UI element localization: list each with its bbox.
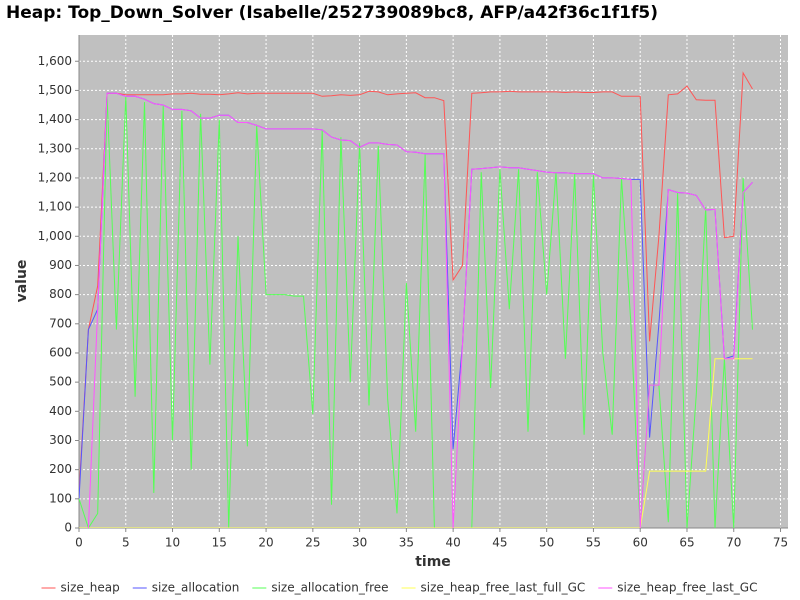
legend-label: size_heap_free_last_full_GC — [421, 581, 586, 595]
y-tick-label: 600 — [49, 345, 72, 359]
x-tick-label: 50 — [539, 536, 554, 550]
x-tick-label: 60 — [633, 536, 648, 550]
chart-title: Heap: Top_Down_Solver (Isabelle/25273908… — [6, 3, 658, 23]
plot-area — [79, 35, 788, 528]
y-tick-label: 900 — [49, 258, 72, 272]
legend-label: size_heap_free_last_GC — [617, 581, 757, 595]
legend: size_heap size_allocation size_allocation_… — [41, 581, 757, 595]
x-tick-label: 55 — [586, 536, 601, 550]
legend-label: size_allocation — [152, 581, 240, 595]
y-tick-label: 1,300 — [38, 141, 72, 155]
x-tick-label: 15 — [212, 536, 227, 550]
x-tick-label: 10 — [165, 536, 180, 550]
y-tick-label: 700 — [49, 316, 72, 330]
y-tick-label: 1,600 — [38, 54, 72, 68]
x-tick-label: 65 — [679, 536, 694, 550]
y-tick-label: 800 — [49, 287, 72, 301]
series-line — [79, 96, 753, 528]
x-tick-label: 5 — [122, 536, 130, 550]
y-tick-label: 0 — [64, 521, 72, 535]
series-line — [87, 92, 753, 528]
x-tick-label: 75 — [773, 536, 788, 550]
y-axis-label: value — [14, 260, 30, 303]
x-tick-label: 70 — [726, 536, 741, 550]
x-tick-label: 40 — [446, 536, 461, 550]
x-tick-label: 0 — [75, 536, 83, 550]
x-tick-label: 30 — [352, 536, 367, 550]
x-axis-label: time — [415, 554, 451, 570]
y-tick-label: 400 — [49, 404, 72, 418]
legend-label: size_allocation_free — [271, 581, 388, 595]
x-tick-label: 25 — [305, 536, 320, 550]
y-tick-label: 1,200 — [38, 170, 72, 184]
y-tick-label: 1,500 — [38, 83, 72, 97]
y-tick-label: 1,400 — [38, 112, 72, 126]
series-line — [79, 71, 753, 494]
y-tick-label: 200 — [49, 462, 72, 476]
y-tick-label: 1,100 — [38, 200, 72, 214]
x-tick-label: 20 — [258, 536, 273, 550]
legend-label: size_heap — [61, 581, 120, 595]
y-tick-label: 1,000 — [38, 229, 72, 243]
y-tick-label: 100 — [49, 491, 72, 505]
y-tick-label: 500 — [49, 375, 72, 389]
x-tick-label: 35 — [399, 536, 414, 550]
x-tick-label: 45 — [492, 536, 507, 550]
y-tick-label: 300 — [49, 433, 72, 447]
